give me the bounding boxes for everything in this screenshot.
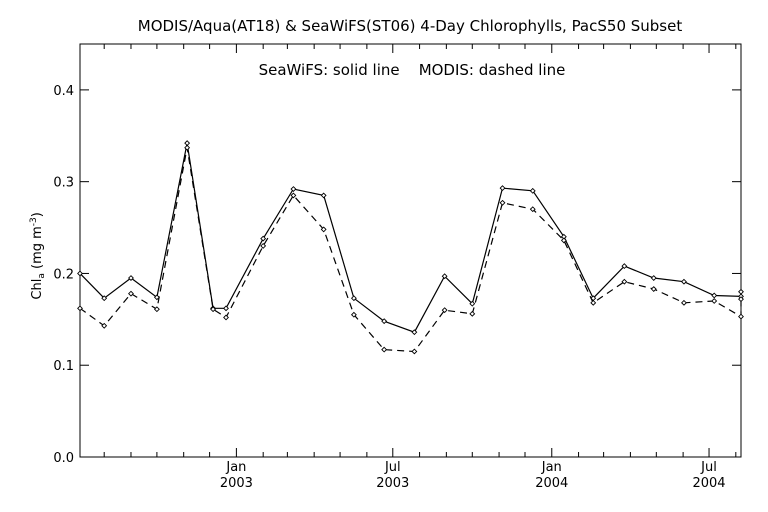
y-axis-label-close: ): [30, 212, 45, 217]
x-tick-label-year-3: 2004: [692, 476, 725, 491]
series-solid-point-2: [128, 275, 134, 281]
series-solid-point-10: [350, 295, 357, 302]
series-solid-point-12: [411, 329, 418, 336]
series-dashed-point-1: [101, 322, 108, 329]
series-solid-point-20: [650, 275, 657, 281]
series-dashed-point-14: [469, 310, 476, 317]
legend-text: SeaWiFS: solid line MODIS: dashed line: [259, 61, 566, 79]
series-dashed-point-17: [560, 237, 567, 244]
series-line-solid: [79, 142, 742, 333]
series-solid-point-8: [290, 186, 297, 192]
x-tick-label-year-0: 2003: [220, 476, 253, 491]
series-dashed-point-15: [499, 199, 506, 206]
y-tick-label-0: 0.0: [53, 451, 74, 466]
series-dashed-point-9: [320, 226, 327, 233]
series-dashed-point-4: [184, 144, 191, 151]
y-tick-label-4: 0.4: [53, 84, 74, 99]
series-dashed-point-6: [223, 314, 229, 321]
series-dashed-point-2: [128, 290, 134, 297]
series-dashed-point-7: [260, 242, 267, 249]
series-dashed-point-16: [529, 206, 536, 213]
x-tick-label-year-2: 2004: [535, 476, 568, 491]
x-tick-label-month-0: Jan: [225, 460, 246, 475]
series-solid-point-4: [184, 140, 191, 147]
series-solid-point-11: [381, 318, 388, 325]
series-solid-point-0: [77, 270, 83, 277]
series-dashed-point-8: [290, 192, 297, 199]
series-solid-point-7: [260, 235, 267, 242]
svg-text:Chla (mg m-3): Chla (mg m-3): [29, 191, 47, 328]
series-dashed-point-24: [738, 296, 744, 303]
series-solid-point-16: [529, 187, 536, 194]
x-tick-label-month-1: Jul: [384, 460, 401, 475]
series-dashed-point-13: [441, 307, 448, 314]
y-tick-label-2: 0.2: [53, 267, 74, 282]
series-solid-point-14: [469, 300, 476, 307]
y-axis-label: Chla (mg m-3): [29, 191, 47, 328]
series-dashed-point-3: [153, 306, 160, 313]
x-tick-label-month-3: Jul: [700, 460, 717, 475]
y-tick-label-1: 0.1: [53, 359, 74, 374]
series-solid-point-13: [441, 273, 448, 280]
y-tick-label-3: 0.3: [53, 176, 74, 191]
series-dashed-point-22: [711, 298, 718, 304]
series-dashed-point-23: [738, 313, 744, 320]
series-solid-point-9: [320, 192, 327, 199]
series-solid-point-21: [681, 278, 687, 285]
series-dashed-point-0: [77, 305, 83, 312]
y-axis-label-sub: a: [37, 273, 47, 279]
series-solid-point-22: [711, 292, 718, 299]
series-solid-point-19: [621, 263, 628, 270]
series-dashed-point-21: [681, 299, 687, 306]
series-solid-point-24: [738, 288, 744, 295]
series-solid-point-3: [153, 294, 160, 301]
series-dashed-point-19: [621, 278, 628, 285]
chart-title: MODIS/Aqua(AT18) & SeaWiFS(ST06) 4-Day C…: [138, 17, 683, 35]
y-axis-label-units-sup: -3: [29, 217, 39, 226]
series-solid-point-15: [499, 185, 506, 192]
x-tick-label-month-2: Jan: [541, 460, 562, 475]
axes: 0.00.10.20.30.4Jan2003Jul2003Jan2004Jul2…: [53, 44, 741, 491]
series-dashed-point-12: [411, 348, 418, 355]
y-axis-label-main: Chl: [30, 279, 45, 300]
series-dashed-point-10: [350, 311, 357, 318]
series-dashed-point-11: [381, 346, 388, 353]
plot-frame: [79, 43, 742, 458]
series-line-dashed: [79, 147, 742, 353]
series-dashed-point-5: [210, 306, 217, 313]
series-dashed-point-20: [650, 286, 657, 292]
x-tick-label-year-1: 2003: [376, 476, 409, 491]
series-solid-point-1: [101, 295, 108, 302]
series-solid-point-6: [223, 305, 229, 312]
data-series: [77, 140, 744, 355]
series-dashed-point-18: [590, 299, 597, 306]
y-axis-label-units: (mg m: [30, 226, 45, 273]
